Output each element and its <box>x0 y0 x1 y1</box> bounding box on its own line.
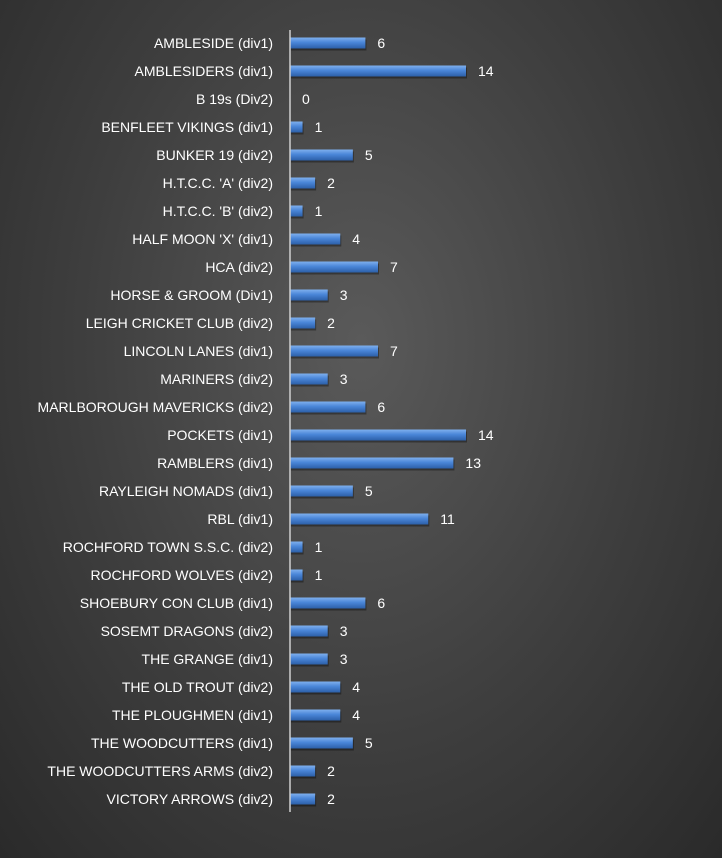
bar <box>290 429 466 441</box>
value-label: 13 <box>465 455 481 471</box>
category-label: THE PLOUGHMEN (div1) <box>112 707 273 723</box>
category-label: POCKETS (div1) <box>167 427 273 443</box>
category-label: HCA (div2) <box>205 259 273 275</box>
category-label: BUNKER 19 (div2) <box>156 147 273 163</box>
category-label: THE WOODCUTTERS (div1) <box>91 735 273 751</box>
bar <box>290 65 466 77</box>
category-label: THE GRANGE (div1) <box>142 651 273 667</box>
value-label: 1 <box>315 203 323 219</box>
value-label: 6 <box>377 595 385 611</box>
category-label: H.T.C.C. 'A' (div2) <box>163 175 273 191</box>
bar <box>290 233 341 245</box>
value-label: 3 <box>340 623 348 639</box>
value-label: 7 <box>390 259 398 275</box>
category-label: LEIGH CRICKET CLUB (div2) <box>86 315 273 331</box>
value-label: 1 <box>315 539 323 555</box>
category-label: MARINERS (div2) <box>160 371 273 387</box>
bar <box>290 373 328 385</box>
category-label: ROCHFORD TOWN S.S.C. (div2) <box>63 539 273 555</box>
value-label: 5 <box>365 735 373 751</box>
category-label: RBL (div1) <box>207 511 273 527</box>
value-label: 3 <box>340 651 348 667</box>
value-label: 2 <box>327 315 335 331</box>
value-label: 4 <box>352 707 360 723</box>
value-label: 1 <box>315 119 323 135</box>
bar <box>290 345 378 357</box>
bar <box>290 625 328 637</box>
bar <box>290 261 378 273</box>
value-label: 14 <box>478 427 494 443</box>
value-label: 2 <box>327 175 335 191</box>
category-label: SHOEBURY CON CLUB (div1) <box>80 595 273 611</box>
category-label: RAYLEIGH NOMADS (div1) <box>99 483 273 499</box>
bar <box>290 205 303 217</box>
category-label: THE OLD TROUT (div2) <box>122 679 273 695</box>
category-label: LINCOLN LANES (div1) <box>124 343 273 359</box>
value-label: 3 <box>340 371 348 387</box>
bar <box>290 793 316 805</box>
category-label: BENFLEET VIKINGS (div1) <box>101 119 273 135</box>
bar <box>290 317 316 329</box>
bar <box>290 401 366 413</box>
value-label: 5 <box>365 147 373 163</box>
category-label: VICTORY ARROWS (div2) <box>107 791 273 807</box>
bar <box>290 37 366 49</box>
category-label: AMBLESIDE (div1) <box>154 35 273 51</box>
value-label: 4 <box>352 679 360 695</box>
category-label: AMBLESIDERS (div1) <box>135 63 273 79</box>
bar <box>290 513 429 525</box>
category-label: H.T.C.C. 'B' (div2) <box>163 203 273 219</box>
bar <box>290 177 316 189</box>
category-label: SOSEMT DRAGONS (div2) <box>101 623 273 639</box>
value-label: 0 <box>302 91 310 107</box>
value-label: 4 <box>352 231 360 247</box>
value-label: 14 <box>478 63 494 79</box>
bar <box>290 569 303 581</box>
bar <box>290 541 303 553</box>
bar <box>290 681 341 693</box>
bar <box>290 121 303 133</box>
bars-group <box>290 37 467 807</box>
category-label: HALF MOON 'X' (div1) <box>132 231 273 247</box>
value-label: 6 <box>377 35 385 51</box>
category-label: B 19s (Div2) <box>196 91 273 107</box>
bar <box>290 149 353 161</box>
category-label: HORSE & GROOM (Div1) <box>110 287 273 303</box>
value-label: 2 <box>327 791 335 807</box>
bar <box>290 485 353 497</box>
value-label: 1 <box>315 567 323 583</box>
category-label: RAMBLERS (div1) <box>157 455 273 471</box>
value-label: 11 <box>440 511 455 527</box>
bar <box>290 457 454 469</box>
value-label: 3 <box>340 287 348 303</box>
category-label: MARLBOROUGH MAVERICKS (div2) <box>38 399 273 415</box>
category-label: ROCHFORD WOLVES (div2) <box>90 567 273 583</box>
category-labels-group: AMBLESIDE (div1) AMBLESIDERS (div1) B 19s … <box>38 35 273 807</box>
value-label: 6 <box>377 399 385 415</box>
bar <box>290 653 328 665</box>
value-label: 7 <box>390 343 398 359</box>
bar <box>290 709 341 721</box>
bar <box>290 737 353 749</box>
value-label: 2 <box>327 763 335 779</box>
category-label: THE WOODCUTTERS ARMS (div2) <box>47 763 273 779</box>
bar <box>290 597 366 609</box>
bar <box>290 289 328 301</box>
value-label: 5 <box>365 483 373 499</box>
bar <box>290 765 316 777</box>
